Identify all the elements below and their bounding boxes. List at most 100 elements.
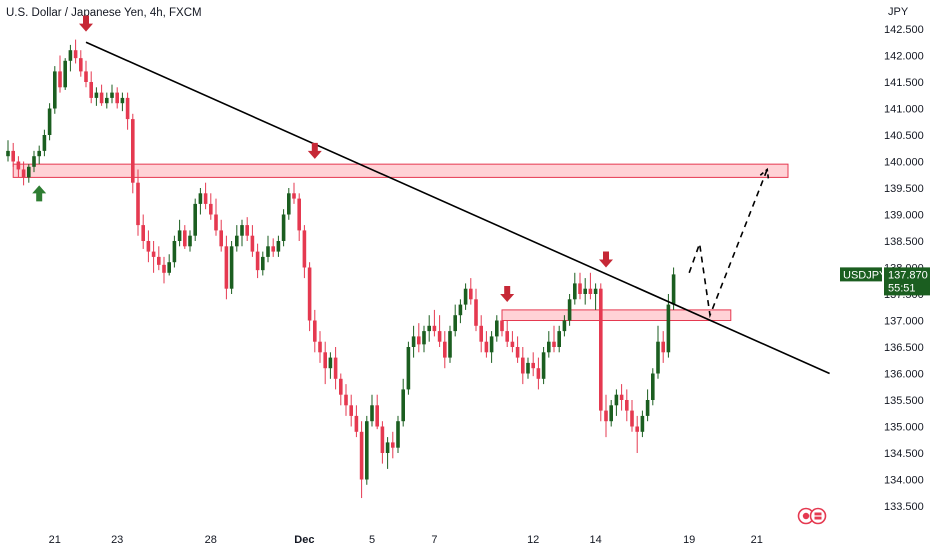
candle-body	[94, 92, 99, 98]
candle-body	[635, 426, 639, 432]
time-tick-label: 5	[369, 534, 375, 546]
candle	[276, 235, 281, 257]
candle-body	[536, 368, 541, 379]
candle-body	[281, 214, 286, 241]
candle-body	[370, 405, 374, 422]
candle-body	[27, 166, 31, 178]
candle	[261, 251, 265, 276]
candle	[396, 415, 400, 453]
candle	[125, 92, 130, 130]
candle-body	[552, 341, 556, 347]
candle	[562, 315, 567, 337]
candle-body	[203, 193, 208, 204]
candle	[671, 267, 676, 310]
candle-body	[526, 362, 530, 374]
candle-body	[385, 442, 390, 453]
resistance-zone-1	[12, 163, 789, 178]
candle-body	[302, 230, 307, 268]
candle-body	[79, 58, 83, 72]
candle-body	[599, 288, 603, 411]
candle	[411, 325, 416, 358]
candle	[188, 230, 192, 252]
candle-body	[505, 331, 509, 342]
candle-body	[214, 214, 218, 231]
candle	[422, 325, 426, 353]
candle-body	[229, 246, 234, 289]
badge-countdown: 55:51	[888, 282, 916, 294]
candle	[209, 193, 213, 220]
candle-body	[640, 415, 645, 432]
candle	[567, 294, 572, 326]
candle-body	[16, 161, 21, 170]
candle-body	[437, 331, 442, 342]
candle-body	[328, 357, 333, 369]
candle-body	[250, 235, 255, 252]
candle	[619, 384, 624, 411]
candle-body	[417, 336, 421, 345]
price-tick-label: 137.000	[884, 316, 924, 328]
resistance-zone-2	[501, 309, 732, 321]
arrow-down-icon	[599, 251, 613, 268]
candle	[500, 309, 504, 337]
price-tick-label: 134.500	[884, 448, 924, 460]
candle-body	[224, 246, 229, 289]
price-tick-label: 135.500	[884, 395, 924, 407]
candle	[479, 315, 483, 353]
candle-body	[406, 347, 411, 390]
candle	[365, 415, 369, 485]
candle	[266, 235, 270, 263]
candle	[370, 394, 374, 427]
candle-body	[573, 283, 577, 300]
candle	[593, 283, 598, 310]
candle	[297, 193, 301, 241]
price-tick-label: 141.500	[884, 77, 924, 89]
candle	[73, 39, 78, 64]
candle-body	[443, 341, 447, 358]
candle	[79, 50, 83, 77]
candle-body	[89, 82, 93, 98]
candle	[417, 323, 421, 353]
candle	[162, 256, 166, 284]
candle-body	[578, 283, 582, 294]
candle	[318, 331, 322, 363]
candle	[146, 230, 151, 263]
candle	[463, 283, 468, 310]
candle	[99, 84, 104, 106]
candle	[11, 142, 15, 167]
candle-body	[521, 357, 525, 374]
time-tick-label: 14	[589, 534, 601, 546]
candle-body	[583, 288, 587, 294]
candle	[474, 288, 478, 332]
candle	[183, 225, 187, 249]
candle	[656, 325, 660, 379]
candle-body	[515, 347, 520, 358]
candle-body	[255, 251, 260, 271]
candle	[42, 129, 47, 157]
candle-body	[172, 241, 177, 263]
candle	[6, 140, 10, 162]
candle	[136, 169, 140, 236]
candle-body	[484, 341, 489, 353]
candle-body	[292, 193, 296, 199]
candle-body	[37, 150, 41, 157]
candle	[495, 315, 499, 342]
candle	[469, 278, 473, 305]
candle-body	[323, 352, 327, 369]
candle-body	[453, 315, 457, 332]
candle	[89, 71, 93, 104]
candle-body	[500, 320, 504, 332]
candle	[666, 294, 671, 358]
candle-body	[349, 405, 353, 416]
candle-body	[177, 230, 182, 241]
price-tick-label: 139.500	[884, 183, 924, 195]
candle	[203, 182, 208, 210]
candle-body	[151, 251, 156, 257]
candle-body	[625, 400, 629, 411]
candle-body	[396, 421, 400, 448]
candle	[84, 60, 88, 88]
arrow-down-icon	[500, 285, 515, 302]
candle	[604, 394, 608, 438]
candle-body	[489, 336, 494, 353]
candle	[177, 219, 182, 247]
